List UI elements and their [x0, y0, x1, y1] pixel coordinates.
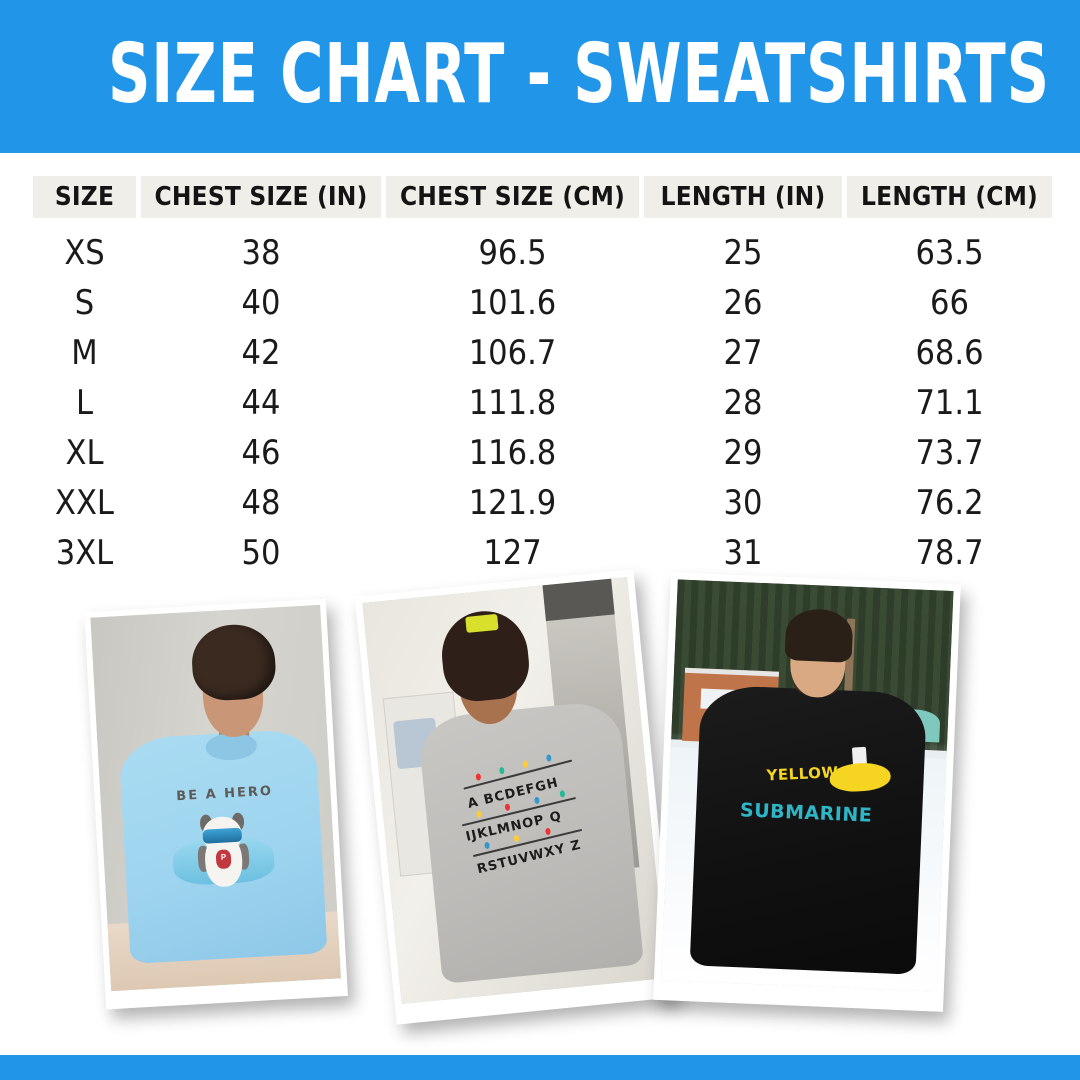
photo-collage: BE A HERO P — [0, 560, 1080, 1060]
product-photo-grey-sweatshirt: A BCDEFGH IJKLMNOP Q RSTUVWXY Z — [354, 569, 676, 1025]
page-title: SIZE CHART - SWEATSHIRTS — [108, 27, 1050, 122]
photo-scene: A BCDEFGH IJKLMNOP Q RSTUVWXY Z — [362, 577, 667, 1005]
product-photo-blue-sweatshirt: BE A HERO P — [84, 598, 348, 1010]
cell-chest-cm: 116.8 — [468, 433, 557, 473]
cell-length-cm: 71.1 — [915, 383, 984, 423]
table-row: L 44 111.8 28 71.1 — [31, 378, 1055, 428]
cell-chest-in: 44 — [241, 383, 281, 423]
cell-chest-in: 38 — [241, 233, 281, 273]
light-bulb-icon — [544, 827, 551, 836]
photo-scene: YELLOW SUBMARINE — [660, 579, 954, 992]
cell-chest-in: 50 — [241, 533, 281, 573]
product-photo-black-sweatshirt: YELLOW SUBMARINE — [653, 572, 961, 1012]
photo-image-area: YELLOW SUBMARINE — [660, 579, 954, 992]
photo-scene: BE A HERO P — [90, 604, 341, 992]
table-row: XXL 48 121.9 30 76.2 — [31, 478, 1055, 528]
cell-size: L — [75, 383, 94, 423]
cell-length-in: 31 — [723, 533, 763, 573]
panda-sunglasses — [202, 827, 243, 844]
cell-length-in: 26 — [723, 283, 763, 323]
size-chart-table: SIZE CHEST SIZE (IN) CHEST SIZE (CM) LEN… — [28, 176, 1057, 578]
cell-size: M — [71, 333, 98, 373]
cell-chest-cm: 96.5 — [478, 233, 547, 273]
table-row: XL 46 116.8 29 73.7 — [31, 428, 1055, 478]
cell-chest-cm: 121.9 — [468, 483, 557, 523]
table-row: XS 38 96.5 25 63.5 — [31, 218, 1055, 278]
cell-chest-cm: 106.7 — [468, 333, 557, 373]
cell-length-in: 25 — [723, 233, 763, 273]
cell-size: 3XL — [55, 533, 114, 573]
table-header-row: SIZE CHEST SIZE (IN) CHEST SIZE (CM) LEN… — [28, 176, 1057, 218]
light-bulb-icon — [513, 834, 520, 843]
cell-size: XS — [64, 233, 105, 273]
column-header-length-in: LENGTH (IN) — [639, 176, 847, 218]
black-sweatshirt — [689, 684, 928, 975]
cell-chest-in: 42 — [241, 333, 281, 373]
cell-length-cm: 78.7 — [915, 533, 984, 573]
top-banner: SIZE CHART - SWEATSHIRTS — [0, 0, 1080, 153]
photo-image-area: BE A HERO P — [90, 604, 341, 992]
light-bulb-icon — [533, 796, 540, 804]
column-header-length-cm: LENGTH (CM) — [842, 176, 1057, 218]
table-row: 3XL 50 127 31 78.7 — [31, 528, 1055, 578]
cell-length-cm: 66 — [930, 283, 969, 323]
cell-size: XL — [65, 433, 104, 473]
cell-length-cm: 68.6 — [915, 333, 984, 373]
light-bulb-icon — [522, 760, 528, 769]
cell-chest-in: 46 — [241, 433, 281, 473]
column-header-size: SIZE — [28, 176, 141, 218]
table-row: S 40 101.6 26 66 — [31, 278, 1055, 328]
cell-length-in: 30 — [723, 483, 763, 523]
column-header-chest-in: CHEST SIZE (IN) — [136, 176, 386, 218]
table-row: M 42 106.7 27 68.6 — [31, 328, 1055, 378]
cell-size: S — [74, 283, 95, 323]
cell-length-in: 29 — [723, 433, 763, 473]
panda-superhero-graphic: P — [171, 812, 276, 893]
bottom-banner — [0, 1055, 1080, 1080]
cell-chest-in: 40 — [241, 283, 281, 323]
cell-chest-in: 48 — [241, 483, 281, 523]
window-blind — [542, 578, 615, 622]
cell-length-cm: 63.5 — [915, 233, 984, 273]
panda-chest-emblem: P — [215, 848, 232, 870]
cell-length-cm: 73.7 — [915, 433, 984, 473]
cell-length-cm: 76.2 — [915, 483, 984, 523]
column-header-chest-cm: CHEST SIZE (CM) — [381, 176, 644, 218]
cell-chest-cm: 111.8 — [468, 383, 557, 423]
cell-length-in: 28 — [723, 383, 763, 423]
photo-image-area: A BCDEFGH IJKLMNOP Q RSTUVWXY Z — [362, 577, 667, 1005]
cell-chest-cm: 101.6 — [468, 283, 557, 323]
cell-chest-cm: 127 — [483, 533, 542, 573]
cell-length-in: 27 — [723, 333, 763, 373]
cell-size: XXL — [55, 483, 114, 523]
